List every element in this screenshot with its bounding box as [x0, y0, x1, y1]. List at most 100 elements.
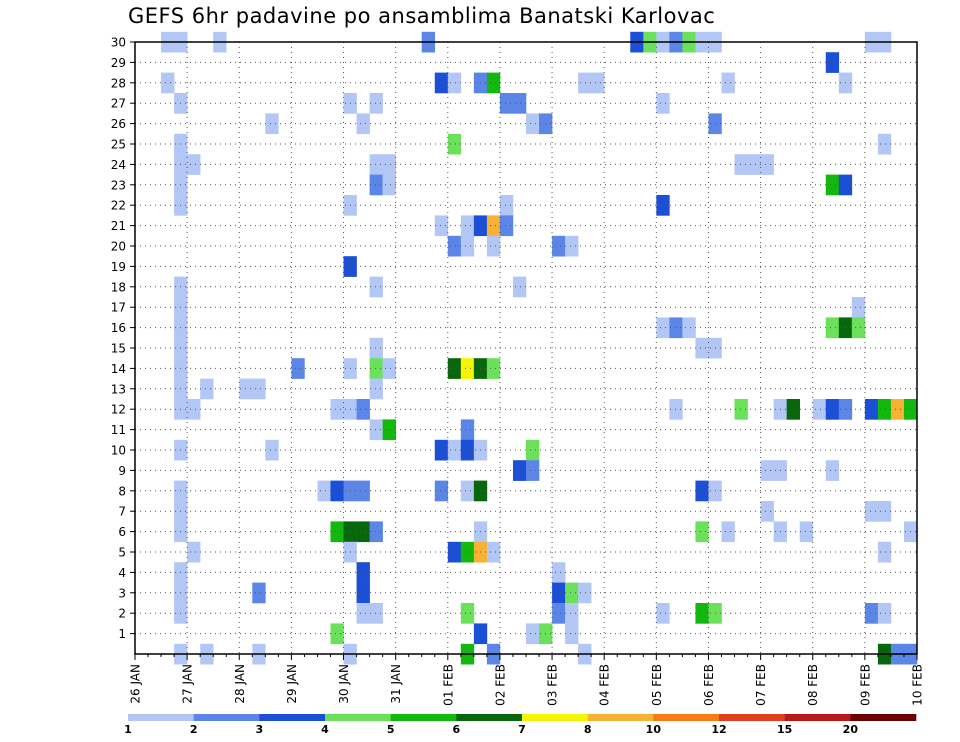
- colorbar-label: 20: [843, 723, 859, 736]
- x-tick-label: 09 FEB: [858, 664, 872, 706]
- heatmap-cell: [695, 521, 709, 543]
- heatmap-cell: [734, 154, 748, 175]
- y-tick-label: 7: [118, 505, 126, 519]
- heatmap-cell: [330, 521, 344, 543]
- y-tick-label: 28: [111, 76, 126, 90]
- heatmap-cell: [460, 215, 475, 237]
- heatmap-cell: [369, 337, 383, 359]
- heatmap-cell: [851, 297, 866, 318]
- heatmap-cell: [447, 358, 462, 379]
- x-tick-label: 05 FEB: [650, 664, 664, 706]
- x-tick-label: 10 FEB: [911, 664, 925, 706]
- heatmap-cell: [526, 439, 540, 461]
- colorbar-label: 15: [777, 723, 792, 736]
- heatmap-cells: [161, 31, 918, 665]
- heatmap-cell: [434, 439, 449, 461]
- heatmap-cell: [291, 358, 305, 379]
- heatmap-cell: [434, 480, 449, 502]
- heatmap-cell: [486, 541, 501, 563]
- heatmap-cell: [578, 582, 592, 604]
- heatmap-cell: [265, 113, 279, 135]
- heatmap-cell: [760, 154, 774, 175]
- y-tick-label: 6: [118, 525, 126, 539]
- heatmap-cell: [460, 439, 475, 461]
- heatmap-cell: [552, 603, 566, 624]
- x-tick-label: 02 FEB: [493, 664, 507, 706]
- heatmap-cell: [552, 235, 566, 257]
- y-tick-label: 4: [118, 566, 126, 580]
- colorbar-label: 1: [124, 723, 132, 736]
- y-tick-label: 13: [111, 382, 126, 396]
- heatmap-cell: [369, 93, 383, 114]
- heatmap-cell: [760, 501, 774, 522]
- heatmap-cell: [317, 480, 331, 502]
- heatmap-cell: [265, 439, 279, 461]
- x-tick-label: 30 JAN: [337, 664, 351, 704]
- heatmap-cell: [356, 521, 370, 543]
- y-tick-label: 27: [111, 97, 126, 111]
- heatmap-cell: [565, 582, 579, 604]
- heatmap-cell: [734, 399, 748, 420]
- heatmap-cell: [187, 154, 201, 175]
- heatmap-cell: [799, 521, 814, 543]
- colorbar-segment: [193, 714, 260, 721]
- colorbar-label: 3: [256, 723, 264, 736]
- colorbar-segment: [653, 714, 720, 721]
- heatmap-cell: [656, 195, 670, 216]
- x-tick-label: 26 JAN: [129, 664, 143, 704]
- heatmap-cell: [851, 317, 866, 339]
- heatmap-cell: [552, 562, 566, 583]
- heatmap-cell: [786, 399, 800, 420]
- heatmap-cell: [382, 154, 396, 175]
- heatmap-cell: [187, 541, 201, 563]
- y-tick-label: 16: [111, 321, 126, 335]
- heatmap-cell: [877, 541, 892, 563]
- heatmap-cell: [356, 399, 370, 420]
- heatmap-cell: [812, 399, 827, 420]
- colorbar-label: 7: [518, 723, 526, 736]
- heatmap-cell: [526, 460, 540, 481]
- heatmap-cell: [499, 195, 514, 216]
- x-tick-label: 29 JAN: [285, 664, 299, 704]
- x-tick-label: 27 JAN: [181, 664, 195, 704]
- y-tick-label: 21: [111, 219, 126, 233]
- heatmap-cell: [434, 72, 449, 94]
- colorbar-label: 10: [646, 723, 662, 736]
- heatmap-cell: [864, 501, 879, 522]
- heatmap-cell: [825, 174, 840, 196]
- x-tick-label: 06 FEB: [702, 664, 716, 706]
- heatmap-cell: [330, 623, 344, 645]
- y-axis: 1234567891011121314151617181920212223242…: [111, 36, 135, 641]
- heatmap-cell: [447, 133, 462, 155]
- colorbar-segment: [784, 714, 851, 721]
- heatmap-cell: [447, 72, 462, 94]
- heatmap-cell: [486, 235, 501, 257]
- heatmap-cell: [565, 235, 579, 257]
- y-tick-label: 15: [111, 342, 126, 356]
- heatmap-cell: [682, 317, 696, 339]
- colorbar-segment: [390, 714, 457, 721]
- heatmap-cell: [460, 419, 475, 441]
- heatmap-cell: [864, 399, 879, 420]
- y-tick-label: 25: [111, 138, 126, 152]
- x-tick-label: 07 FEB: [754, 664, 768, 706]
- heatmap-cell: [187, 399, 201, 420]
- y-tick-label: 19: [111, 260, 126, 274]
- heatmap-cell: [512, 93, 527, 114]
- colorbar-segment: [587, 714, 654, 721]
- heatmap-cell: [369, 419, 383, 441]
- colorbar-label: 5: [387, 723, 395, 736]
- grid-lines: [135, 41, 917, 654]
- heatmap-cell: [356, 113, 370, 135]
- heatmap-cell: [877, 399, 892, 420]
- colorbar: 1 2 3 4 5 6 7 8 10 12 15 20: [124, 714, 917, 736]
- heatmap-cell: [877, 603, 892, 624]
- heatmap-cell: [434, 215, 449, 237]
- heatmap-cell: [460, 235, 475, 257]
- x-tick-label: 01 FEB: [441, 664, 455, 706]
- heatmap-cell: [369, 358, 383, 379]
- heatmap-cell: [526, 113, 540, 135]
- y-tick-label: 23: [111, 178, 126, 192]
- heatmap-cell: [864, 603, 879, 624]
